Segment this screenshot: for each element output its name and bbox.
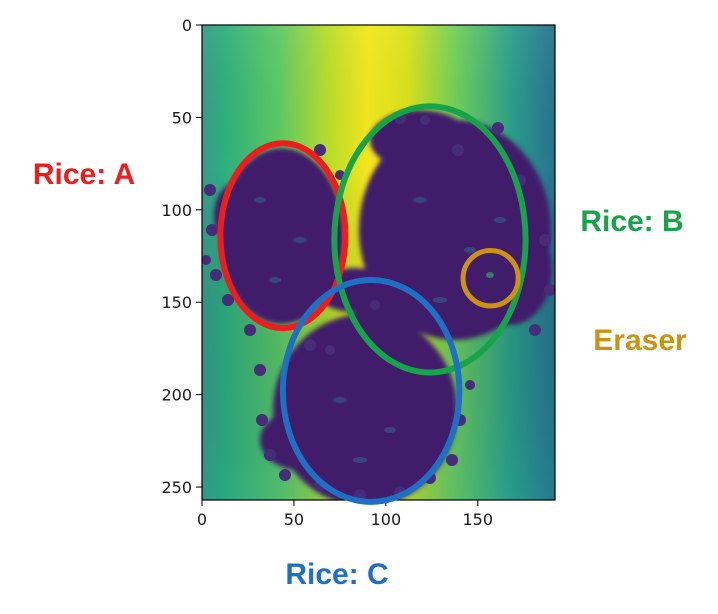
y-tick-label: 150 (161, 293, 192, 312)
annotation-label-rice-a: Rice: A (33, 158, 135, 191)
annotation-layer: Rice: A Rice: B Eraser Rice: C (33, 103, 687, 591)
annotation-ellipse-rice-b (331, 103, 529, 376)
rice-grains (214, 110, 552, 500)
x-tick-label: 100 (371, 510, 402, 529)
y-tick-label: 50 (172, 108, 192, 127)
grain-highlights (254, 197, 506, 463)
x-tick-label: 50 (284, 510, 304, 529)
annotation-label-rice-b: Rice: B (580, 205, 683, 238)
y-tick-label: 250 (161, 478, 192, 497)
annotation-label-eraser: Eraser (593, 324, 687, 357)
annotation-ellipse-rice-c (279, 277, 463, 505)
heatmap-image (202, 25, 555, 500)
axis-ticks: 0 50 100 150 0 50 100 150 200 250 (161, 16, 493, 529)
y-tick-label: 100 (161, 201, 192, 220)
x-tick-label: 0 (197, 510, 207, 529)
annotation-label-rice-c: Rice: C (285, 558, 388, 591)
annotation-ellipse-rice-a (217, 140, 349, 332)
y-tick-label: 0 (182, 16, 192, 35)
x-tick-label: 150 (463, 510, 494, 529)
y-tick-label: 200 (161, 386, 192, 405)
annotation-ellipse-eraser (460, 247, 521, 309)
